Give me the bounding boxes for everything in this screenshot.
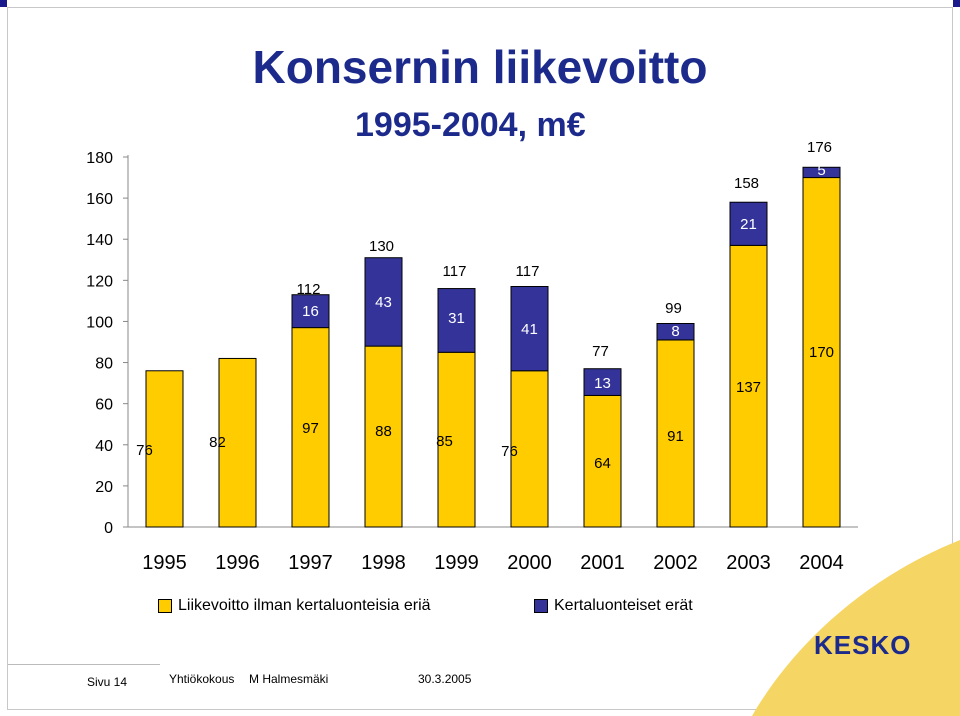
data-label-extra: 8 <box>671 323 679 340</box>
corner-square-right <box>953 0 960 7</box>
kesko-logo: KESKO <box>814 630 912 660</box>
data-label-extra: 43 <box>375 294 392 311</box>
x-tick-label: 1996 <box>215 552 260 574</box>
corner-square-left <box>0 0 7 7</box>
data-label-base: 85 <box>436 433 453 450</box>
data-label-total: 117 <box>516 263 540 280</box>
footer-presenter: M Halmesmäki <box>249 672 329 686</box>
data-label-extra: 16 <box>302 303 319 320</box>
bar-base-1998 <box>364 345 403 528</box>
x-tick-label: 1998 <box>361 552 406 574</box>
bar-extra-1999 <box>437 288 476 353</box>
y-tick-label: 140 <box>86 232 113 249</box>
data-label-base: 170 <box>809 344 834 361</box>
y-tick-label: 100 <box>86 314 113 331</box>
logo-swoosh <box>752 540 960 716</box>
data-label-extra: 5 <box>817 162 825 179</box>
legend-swatch-extra <box>534 599 548 613</box>
bar-base-1996 <box>218 357 257 528</box>
bar-base-1997 <box>291 327 330 528</box>
data-label-total: 130 <box>369 238 394 255</box>
y-tick-label: 0 <box>104 520 113 537</box>
bar-extra-2003 <box>729 201 768 246</box>
data-label-total: 158 <box>734 175 759 192</box>
bar-base-2003 <box>729 244 768 528</box>
data-label-base: 76 <box>501 443 518 460</box>
data-label-total: 117 <box>443 263 467 280</box>
data-label-base: 82 <box>209 434 226 451</box>
x-tick-label: 1997 <box>288 552 333 574</box>
bar-base-1995 <box>145 370 184 528</box>
bar-base-1999 <box>437 351 476 528</box>
x-tick-label: 2000 <box>507 552 552 574</box>
footer-divider <box>8 664 160 665</box>
data-label-extra: 13 <box>594 375 611 392</box>
slide-frame <box>7 7 953 710</box>
data-label-extra: 41 <box>521 321 538 338</box>
bar-chart: 0 20 40 60 80 100 120 140 160 180 1995 1996 1997 1998… <box>86 139 858 574</box>
x-tick-label: 1995 <box>142 552 187 574</box>
top-bar <box>0 0 960 16</box>
bar-extra-2001 <box>583 368 622 396</box>
page-title: Konsernin liikevoitto <box>252 41 708 93</box>
bar-extra-2000 <box>510 286 549 372</box>
bar-extra-2004 <box>802 166 841 179</box>
data-label-base: 91 <box>667 428 684 445</box>
y-tick-label: 120 <box>86 273 113 290</box>
y-tick-label: 60 <box>95 397 113 414</box>
data-label-base: 97 <box>302 420 319 437</box>
bar-extra-1998 <box>364 257 403 347</box>
x-tick-label: 1999 <box>434 552 479 574</box>
data-label-extra: 31 <box>448 310 465 327</box>
legend-label-extra: Kertaluonteiset erät <box>554 597 693 614</box>
bar-extra-1997 <box>291 294 330 329</box>
data-label-base: 88 <box>375 423 392 440</box>
y-tick-label: 20 <box>95 479 113 496</box>
data-label-base: 76 <box>136 442 153 459</box>
legend-item-base: Liikevoitto ilman kertaluonteisia eriä <box>158 597 431 615</box>
legend-item-extra: Kertaluonteiset erät <box>534 597 693 615</box>
data-label-total: 77 <box>592 343 609 360</box>
data-label-extra: 21 <box>740 216 757 233</box>
data-label-total: 99 <box>665 300 682 317</box>
y-tick-label: 160 <box>86 191 113 208</box>
x-tick-label: 2002 <box>653 552 698 574</box>
data-label-total: 112 <box>297 281 321 298</box>
page-subtitle: 1995-2004, m€ <box>355 106 586 144</box>
data-label-total: 176 <box>807 139 832 156</box>
x-tick-label: 2001 <box>580 552 625 574</box>
x-tick-label: 2003 <box>726 552 771 574</box>
y-tick-label: 40 <box>95 438 113 455</box>
footer-date: 30.3.2005 <box>418 672 472 686</box>
bar-base-2002 <box>656 339 695 528</box>
data-label-base: 64 <box>594 455 611 472</box>
data-label-base: 137 <box>736 379 761 396</box>
legend-swatch-base <box>158 599 172 613</box>
bar-base-2000 <box>510 370 549 528</box>
bar-extra-2002 <box>656 323 695 341</box>
y-tick-label: 80 <box>95 356 113 373</box>
footer-event: Yhtiökokous <box>169 672 235 686</box>
footer-page-number: Sivu 14 <box>87 675 128 689</box>
x-tick-label: 2004 <box>799 552 844 574</box>
legend-label-base: Liikevoitto ilman kertaluonteisia eriä <box>178 597 431 614</box>
y-tick-label: 180 <box>86 150 113 167</box>
